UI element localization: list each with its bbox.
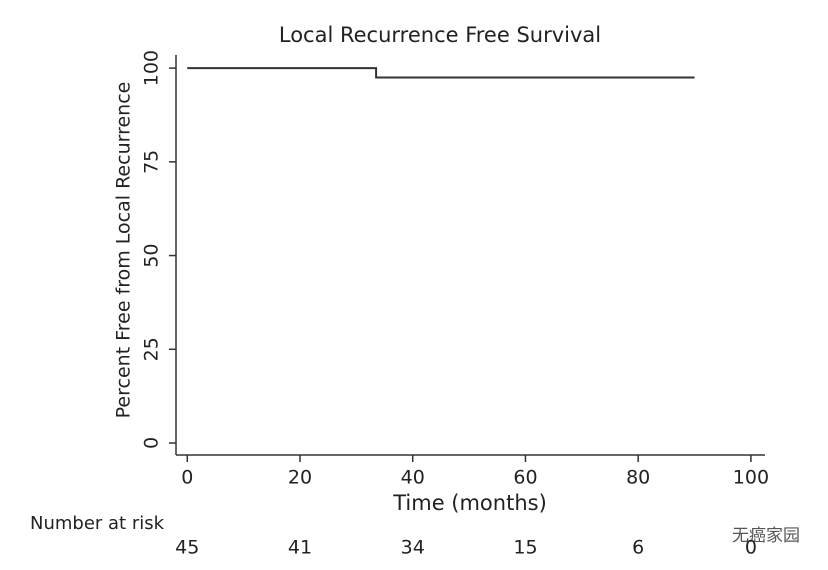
risk-label: Number at risk xyxy=(30,513,165,534)
x-tick-label: 80 xyxy=(626,467,650,489)
y-tick-label: 100 xyxy=(141,50,163,86)
chart-title: Local Recurrence Free Survival xyxy=(279,23,601,47)
watermark: 无癌家园 xyxy=(732,526,800,546)
risk-value: 6 xyxy=(632,537,644,559)
x-axis-label: Time (months) xyxy=(392,491,547,515)
risk-value: 41 xyxy=(288,537,312,559)
x-tick-label: 60 xyxy=(513,467,537,489)
y-tick-label: 0 xyxy=(141,437,163,449)
risk-value: 34 xyxy=(401,537,425,559)
risk-value: 0 xyxy=(745,537,757,559)
risk-value: 45 xyxy=(175,537,199,559)
x-tick-label: 100 xyxy=(733,467,769,489)
x-tick-label: 0 xyxy=(181,467,193,489)
risk-value: 15 xyxy=(513,537,537,559)
survival-line xyxy=(187,67,695,79)
y-axis-label: Percent Free from Local Recurrence xyxy=(113,82,135,419)
y-tick-label: 50 xyxy=(141,243,163,267)
y-tick-label: 25 xyxy=(141,337,163,361)
x-tick-label: 20 xyxy=(288,467,312,489)
y-tick-label: 75 xyxy=(141,150,163,174)
x-tick-label: 40 xyxy=(401,467,425,489)
